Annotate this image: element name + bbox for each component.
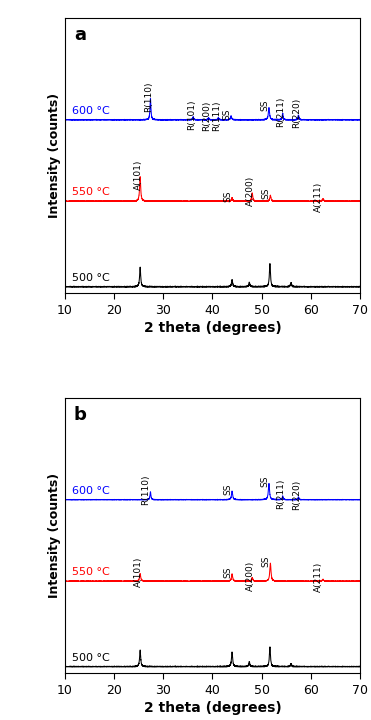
Text: R(110): R(110) — [144, 81, 153, 112]
Text: R(111): R(111) — [212, 101, 221, 131]
Text: R(101): R(101) — [187, 100, 196, 130]
Text: R(110): R(110) — [141, 474, 151, 505]
Text: SS: SS — [260, 476, 269, 487]
Text: SS: SS — [223, 190, 232, 202]
Text: b: b — [74, 406, 87, 424]
X-axis label: 2 theta (degrees): 2 theta (degrees) — [144, 701, 281, 715]
X-axis label: 2 theta (degrees): 2 theta (degrees) — [144, 321, 281, 335]
Text: R(211): R(211) — [276, 479, 285, 509]
Text: A(200): A(200) — [246, 560, 255, 590]
Text: 500 °C: 500 °C — [72, 652, 110, 662]
Y-axis label: Intensity (counts): Intensity (counts) — [48, 473, 61, 598]
Text: SS: SS — [262, 188, 270, 199]
Text: R(200): R(200) — [202, 101, 211, 131]
Text: R(220): R(220) — [292, 98, 301, 128]
Text: 600 °C: 600 °C — [72, 486, 110, 495]
Text: 500 °C: 500 °C — [72, 273, 110, 283]
Text: SS: SS — [223, 566, 232, 577]
Text: R(211): R(211) — [276, 96, 285, 127]
Text: A(211): A(211) — [314, 562, 323, 593]
Text: SS: SS — [262, 555, 270, 567]
Text: A(211): A(211) — [314, 181, 323, 212]
Text: SS: SS — [260, 100, 269, 111]
Text: A(101): A(101) — [134, 557, 142, 587]
Text: A(101): A(101) — [134, 160, 142, 190]
Text: a: a — [74, 26, 86, 44]
Text: SS: SS — [223, 483, 232, 495]
Text: A(200): A(200) — [246, 176, 255, 206]
Text: 600 °C: 600 °C — [72, 106, 110, 116]
Text: SS: SS — [222, 109, 231, 120]
Text: 550 °C: 550 °C — [72, 187, 110, 197]
Text: R(220): R(220) — [292, 480, 301, 510]
Y-axis label: Intensity (counts): Intensity (counts) — [48, 93, 61, 218]
Text: 550 °C: 550 °C — [72, 567, 110, 577]
